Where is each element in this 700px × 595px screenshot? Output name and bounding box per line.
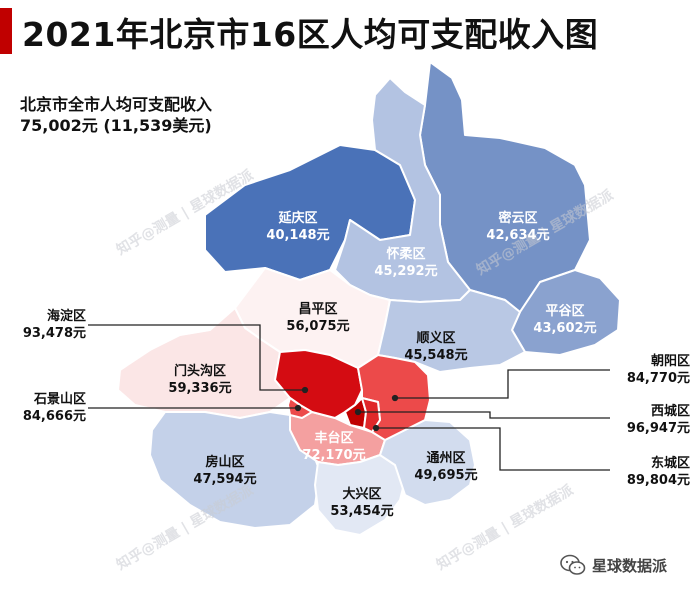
label-huairou-value: 45,292元 (374, 264, 437, 279)
page-title: 2021年北京市16区人均可支配收入图 (22, 15, 599, 54)
leader-dongcheng (376, 427, 610, 471)
district-pinggu (511, 269, 621, 356)
label-fangshan-name: 房山区 (205, 454, 244, 470)
label-fengtai-name: 丰台区 (314, 430, 353, 446)
district-tongzhou (379, 419, 476, 506)
label-mentougou-value: 59,336元 (168, 381, 231, 396)
summary-label: 北京市全市人均可支配收入 (20, 95, 213, 114)
label-xicheng-name: 西城区 (651, 403, 690, 419)
wechat-icon (560, 554, 586, 575)
label-shijingshan-value: 84,666元 (23, 409, 86, 424)
label-xicheng-value: 96,947元 (627, 421, 690, 436)
district-labels: 延庆区 40,148元 密云区 42,634元 怀柔区 45,292元 平谷区 … (168, 210, 596, 519)
leader-haidian (88, 324, 305, 391)
brand-name: 星球数据派 (592, 556, 668, 575)
label-daxing-value: 53,454元 (330, 504, 393, 519)
district-fangshan (149, 411, 321, 529)
label-haidian-value: 93,478元 (23, 326, 86, 341)
summary-value: 75,002元 (11,539美元) (20, 116, 212, 135)
label-miyun-name: 密云区 (497, 210, 537, 226)
label-pinggu-value: 43,602元 (533, 321, 596, 336)
leader-chaoyang (395, 369, 610, 399)
label-yanqing-value: 40,148元 (266, 228, 329, 243)
city-summary: 北京市全市人均可支配收入 75,002元 (11,539美元) (20, 94, 212, 136)
title-accent-bar (0, 8, 12, 54)
label-dongcheng-value: 89,804元 (627, 473, 690, 488)
label-tongzhou-value: 49,695元 (414, 468, 477, 483)
label-tongzhou-name: 通州区 (426, 450, 465, 466)
district-daxing (314, 454, 406, 536)
leader-xicheng (358, 411, 610, 419)
label-miyun-value: 42,634元 (486, 228, 549, 243)
label-changping-value: 56,075元 (286, 319, 349, 334)
label-fengtai-value: 72,170元 (302, 448, 365, 463)
label-chaoyang-value: 84,770元 (627, 371, 690, 386)
label-shunyi-value: 45,548元 (404, 348, 467, 363)
label-changping-name: 昌平区 (298, 302, 337, 317)
label-haidian-name: 海淀区 (47, 308, 86, 324)
label-mentougou-name: 门头沟区 (174, 363, 226, 379)
label-dongcheng-name: 东城区 (651, 455, 690, 471)
label-shijingshan-name: 石景山区 (33, 391, 86, 407)
label-chaoyang-name: 朝阳区 (651, 353, 690, 369)
label-pinggu-name: 平谷区 (545, 303, 584, 319)
callout-labels: 海淀区 93,478元 石景山区 84,666元 朝阳区 84,770元 西城区… (23, 308, 690, 488)
label-fangshan-value: 47,594元 (193, 472, 256, 487)
label-huairou-name: 怀柔区 (386, 246, 425, 262)
leader-lines (88, 324, 610, 471)
label-shunyi-name: 顺义区 (416, 330, 455, 346)
brand-logo: 星球数据派 (560, 554, 667, 576)
label-daxing-name: 大兴区 (342, 486, 381, 502)
label-yanqing-name: 延庆区 (277, 210, 317, 226)
